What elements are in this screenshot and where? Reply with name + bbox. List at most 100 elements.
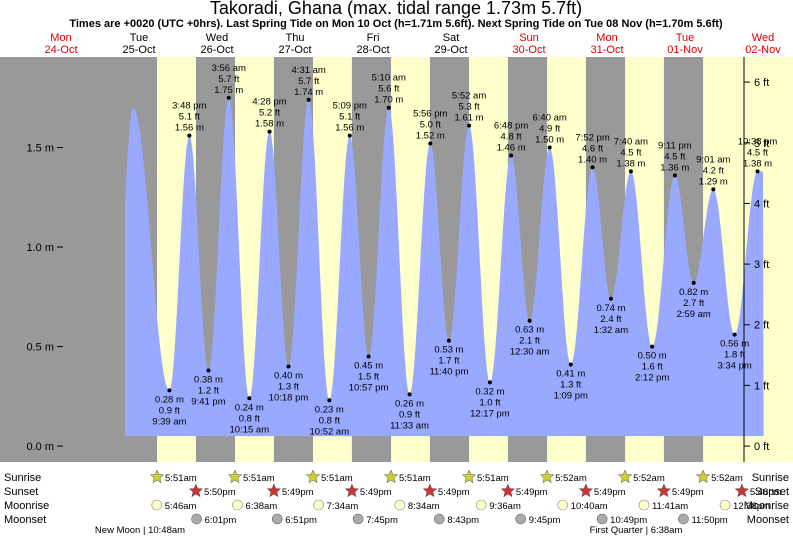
tide-point — [509, 153, 514, 158]
tide-point — [650, 344, 655, 349]
tide-point — [386, 105, 391, 110]
tide-feet: 1.5 ft — [358, 372, 379, 383]
day-labels: Mon24-OctTue25-OctWed26-OctThu27-OctFri2… — [44, 32, 781, 56]
right-tick-label: 4 ft — [754, 198, 769, 210]
sunrise-time: 5:51am — [243, 473, 275, 484]
tide-feet: 0.8 ft — [319, 415, 340, 426]
tide-point — [187, 133, 192, 138]
tide-time: 9:41 pm — [191, 396, 225, 407]
tide-feet: 4.6 ft — [582, 143, 603, 154]
tide-time: 10:57 pm — [349, 383, 389, 394]
moonset-time: 6:51pm — [285, 515, 317, 526]
tide-point — [672, 173, 677, 178]
sun-star-icon — [500, 483, 516, 498]
moonset-icon — [678, 513, 689, 525]
sun-star-icon — [617, 469, 633, 484]
chart-subtitle: Times are +0020 (UTC +0hrs). Last Spring… — [69, 18, 723, 30]
tide-metres: 0.23 m — [315, 404, 344, 415]
tide-metres: 0.53 m — [434, 345, 463, 356]
tide-metres: 1.52 m — [416, 131, 445, 142]
moonset-time: 10:49pm — [610, 515, 647, 526]
sun-star-icon — [383, 469, 399, 484]
day-name: Mon — [596, 32, 617, 44]
moonrise-time: 5:46am — [165, 501, 197, 512]
sun-star-icon — [734, 483, 750, 498]
day-name: Sat — [443, 32, 460, 44]
row-label-right: Sunset — [755, 486, 789, 498]
day-name: Wed — [206, 32, 228, 44]
moonrise-icon — [232, 499, 243, 511]
tide-time: 6:40 am — [533, 113, 567, 124]
moonrise-time: 8:34am — [408, 501, 440, 512]
tide-point — [347, 133, 352, 138]
sunset-time: 5:49pm — [594, 487, 626, 498]
tide-time: 1:09 pm — [554, 390, 588, 401]
moonrise-icon — [638, 499, 650, 511]
moonset-time: 11:50pm — [691, 515, 727, 526]
tide-time: 5:09 pm — [333, 101, 367, 112]
moonrise-time: 10:40am — [571, 501, 608, 512]
tide-feet: 5.1 ft — [179, 112, 200, 123]
moonrise-icon — [557, 499, 568, 511]
tide-metres: 0.28 m — [155, 394, 184, 405]
tide-metres: 0.56 m — [720, 339, 749, 350]
tide-point — [446, 338, 451, 343]
sun-star-icon — [305, 469, 321, 484]
tide-metres: 0.74 m — [596, 303, 625, 314]
sun-star-icon — [539, 469, 555, 484]
moonset-icon — [352, 513, 364, 525]
tide-feet: 4.2 ft — [703, 165, 724, 176]
tide-metres: 1.36 m — [660, 162, 689, 173]
tide-metres: 0.26 m — [395, 398, 424, 409]
tide-feet: 2.4 ft — [600, 314, 621, 325]
tide-feet: 4.5 ft — [664, 151, 685, 162]
sun-star-icon — [344, 483, 360, 498]
sunrise-time: 5:51am — [165, 473, 197, 484]
moonrise-time: 11:41am — [652, 501, 688, 512]
right-tick-label: 3 ft — [754, 259, 769, 271]
row-label-left: Sunset — [4, 486, 38, 498]
tide-point — [467, 123, 472, 128]
sunset-time: 5:50pm — [204, 487, 236, 498]
tide-metres: 1.50 m — [535, 135, 564, 146]
moonrise-icon — [313, 499, 324, 511]
tide-point — [206, 368, 211, 373]
sunrise-time: 5:51am — [399, 473, 431, 484]
tide-area — [125, 97, 764, 437]
tide-metres: 1.61 m — [455, 113, 484, 124]
day-date: 01-Nov — [667, 44, 703, 56]
day-date: 26-Oct — [200, 44, 233, 56]
tide-feet: 1.6 ft — [642, 362, 663, 373]
sunset-time: 5:48pm — [750, 487, 782, 498]
tide-time: 11:33 am — [390, 420, 429, 431]
day-name: Thu — [286, 32, 305, 44]
tide-feet: 5.3 ft — [459, 102, 480, 113]
tide-metres: 1.56 m — [335, 123, 364, 134]
moonset-icon — [271, 513, 283, 525]
tide-metres: 1.56 m — [175, 123, 204, 134]
tide-time: 7:52 pm — [575, 132, 609, 143]
tide-metres: 0.50 m — [638, 351, 667, 362]
tide-feet: 4.8 ft — [501, 131, 522, 142]
tide-point — [286, 364, 291, 369]
moonrise-time: 9:36am — [489, 501, 521, 512]
tide-time: 6:48 pm — [494, 120, 528, 131]
moonrise-icon — [394, 499, 406, 511]
moonset-time: 7:45pm — [366, 515, 398, 526]
sun-star-icon — [461, 469, 477, 484]
axes: 0.0 m 0.5 m 1.0 m 1.5 m 0 ft 1 ft 2 ft 3 ft 4 ft… — [26, 57, 769, 462]
tide-feet: 5.7 ft — [298, 76, 319, 87]
tide-metres: 0.82 m — [679, 287, 708, 298]
tide-feet: 1.0 ft — [479, 397, 500, 408]
day-date: 27-Oct — [278, 44, 311, 56]
sun-star-icon — [656, 483, 672, 498]
sunrise-time: 5:51am — [321, 473, 353, 484]
sunrise-time: 5:52am — [555, 473, 587, 484]
new-moon-note: New Moon | 10:48am — [95, 525, 185, 536]
right-tick-label: 5 ft — [754, 138, 769, 150]
tide-time: 5:52 am — [452, 91, 486, 102]
tide-feet: 4.9 ft — [539, 124, 560, 135]
tide-metres: 0.38 m — [194, 374, 223, 385]
tide-metres: 1.38 m — [743, 158, 772, 169]
day-date: 02-Nov — [745, 44, 781, 56]
